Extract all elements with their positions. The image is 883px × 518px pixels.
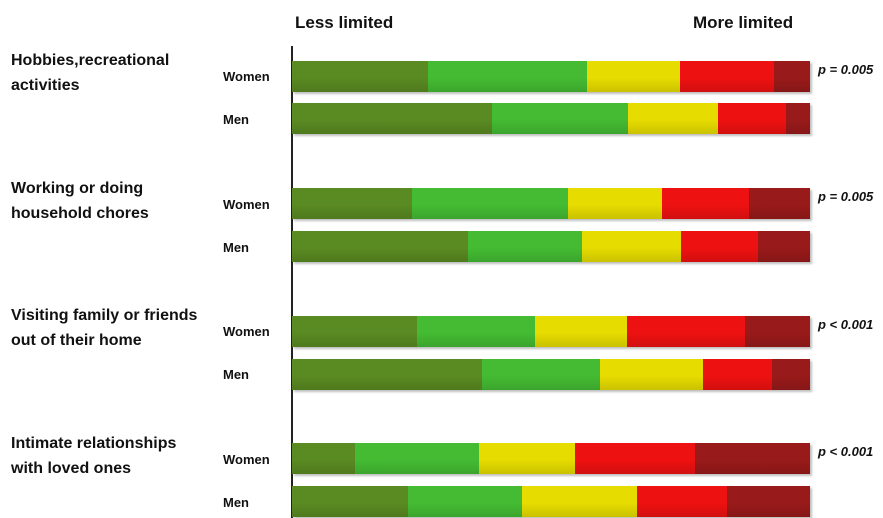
level-4-segment: [681, 231, 759, 262]
level-4-segment: [718, 103, 787, 134]
category-label: Working or doing household chores: [11, 180, 149, 222]
level-4-segment: [636, 486, 728, 517]
level-1-segment: [292, 61, 429, 92]
level-2-segment: [428, 61, 588, 92]
level-3-segment: [567, 188, 663, 219]
level-2-segment: [355, 443, 479, 474]
level-1-segment: [292, 231, 469, 262]
category-label: Hobbies,recreational activities: [11, 52, 170, 94]
category-label: Intimate relationships with loved ones: [11, 435, 177, 477]
group-label: Men: [223, 367, 249, 382]
category-label: Visiting family or friends out of their …: [11, 307, 198, 349]
level-2-segment: [412, 188, 568, 219]
p-value-text: p = 0.005: [818, 189, 874, 204]
level-4-segment: [627, 316, 746, 347]
less-limited-label: Less limited: [295, 13, 394, 32]
p-value: p = 0.005: [818, 62, 873, 77]
bar: [292, 231, 810, 262]
level-5-segment: [749, 188, 810, 219]
bar: [292, 103, 810, 134]
p-value: p < 0.001: [818, 444, 873, 459]
bar: [292, 61, 810, 92]
bar: [292, 188, 810, 219]
level-1-segment: [292, 443, 356, 474]
bar: [292, 443, 810, 474]
more-limited-label: More limited: [693, 13, 794, 32]
level-1-segment: [292, 188, 413, 219]
level-3-segment: [600, 359, 704, 390]
level-1-segment: [292, 359, 483, 390]
level-2-segment: [408, 486, 522, 517]
p-value-text: p < 0.001: [818, 444, 874, 459]
level-5-segment: [745, 316, 810, 347]
level-2-segment: [482, 359, 601, 390]
p-value-text: p < 0.001: [818, 317, 874, 332]
group-label: Men: [223, 112, 249, 127]
level-1-segment: [292, 486, 409, 517]
bar: [292, 316, 810, 347]
level-3-segment: [534, 316, 628, 347]
group-label: Women: [223, 452, 270, 467]
level-5-segment: [773, 61, 810, 92]
group-label: Women: [223, 197, 270, 212]
baseline-axis: [291, 46, 293, 518]
level-3-segment: [628, 103, 719, 134]
group-label: Women: [223, 69, 270, 84]
level-3-segment: [521, 486, 637, 517]
bar: [292, 359, 810, 390]
level-1-segment: [292, 103, 492, 134]
p-value: p < 0.001: [818, 317, 873, 332]
group-label: Men: [223, 495, 249, 510]
level-2-segment: [468, 231, 583, 262]
level-5-segment: [694, 443, 810, 474]
level-2-segment: [416, 316, 535, 347]
level-5-segment: [758, 231, 810, 262]
level-3-segment: [587, 61, 681, 92]
level-3-segment: [582, 231, 681, 262]
level-3-segment: [478, 443, 575, 474]
level-4-segment: [662, 188, 750, 219]
level-5-segment: [727, 486, 810, 517]
level-4-segment: [680, 61, 774, 92]
level-4-segment: [703, 359, 773, 390]
level-4-segment: [574, 443, 695, 474]
level-5-segment: [772, 359, 810, 390]
group-label: Men: [223, 240, 249, 255]
bar: [292, 486, 810, 517]
group-label: Women: [223, 324, 270, 339]
level-5-segment: [786, 103, 810, 134]
level-1-segment: [292, 316, 417, 347]
level-2-segment: [491, 103, 629, 134]
p-value-text: p = 0.005: [818, 62, 874, 77]
p-value: p = 0.005: [818, 189, 873, 204]
